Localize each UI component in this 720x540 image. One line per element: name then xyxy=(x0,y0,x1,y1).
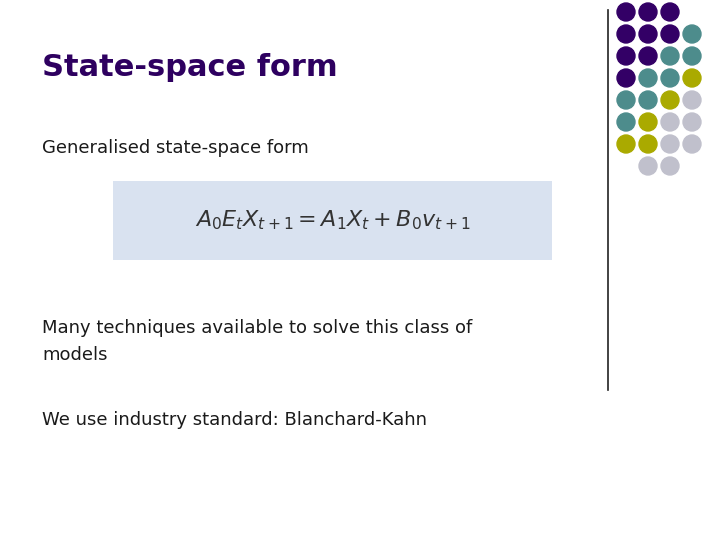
Text: We use industry standard: Blanchard-Kahn: We use industry standard: Blanchard-Kahn xyxy=(42,411,427,429)
Text: State-space form: State-space form xyxy=(42,53,338,83)
Circle shape xyxy=(683,91,701,109)
Circle shape xyxy=(639,69,657,87)
Circle shape xyxy=(617,25,635,43)
Text: Many techniques available to solve this class of: Many techniques available to solve this … xyxy=(42,319,472,337)
Text: $A_0 E_t X_{t+1} = A_1 X_t + B_0 v_{t+1}$: $A_0 E_t X_{t+1} = A_1 X_t + B_0 v_{t+1}… xyxy=(194,208,470,232)
Circle shape xyxy=(661,157,679,175)
Circle shape xyxy=(639,91,657,109)
Circle shape xyxy=(639,47,657,65)
Circle shape xyxy=(617,3,635,21)
Circle shape xyxy=(661,113,679,131)
Circle shape xyxy=(683,135,701,153)
FancyBboxPatch shape xyxy=(113,181,552,260)
Circle shape xyxy=(617,91,635,109)
Circle shape xyxy=(639,3,657,21)
Circle shape xyxy=(661,25,679,43)
Circle shape xyxy=(639,25,657,43)
Circle shape xyxy=(683,47,701,65)
Circle shape xyxy=(661,3,679,21)
Circle shape xyxy=(683,113,701,131)
Circle shape xyxy=(683,25,701,43)
Circle shape xyxy=(661,135,679,153)
Circle shape xyxy=(639,157,657,175)
Circle shape xyxy=(639,135,657,153)
Circle shape xyxy=(617,113,635,131)
Circle shape xyxy=(661,69,679,87)
Text: Generalised state-space form: Generalised state-space form xyxy=(42,139,309,157)
Circle shape xyxy=(617,69,635,87)
Circle shape xyxy=(617,135,635,153)
Circle shape xyxy=(661,91,679,109)
Text: models: models xyxy=(42,346,107,364)
Circle shape xyxy=(617,47,635,65)
Circle shape xyxy=(639,113,657,131)
Circle shape xyxy=(683,69,701,87)
Circle shape xyxy=(661,47,679,65)
